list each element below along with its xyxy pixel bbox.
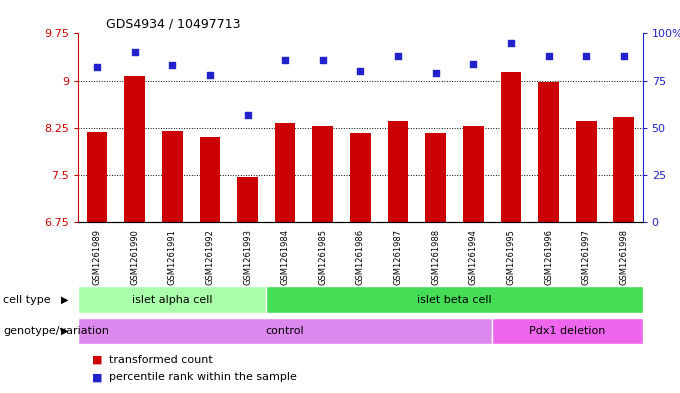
Text: GSM1261990: GSM1261990 [130,230,139,285]
Text: GSM1261992: GSM1261992 [205,230,214,285]
Point [618,53,629,59]
Text: transformed count: transformed count [109,354,213,365]
Text: GSM1261985: GSM1261985 [318,230,327,285]
Text: control: control [266,326,305,336]
Bar [78,286,267,313]
Point [505,40,516,46]
Bar [613,117,634,222]
Point [392,53,403,59]
Bar [237,177,258,222]
Bar [500,72,522,222]
Text: GSM1261991: GSM1261991 [168,230,177,285]
Bar [78,318,492,344]
Text: islet beta cell: islet beta cell [417,295,492,305]
Bar [538,82,559,222]
Point [543,53,554,59]
Text: GSM1261988: GSM1261988 [431,230,440,285]
Text: genotype/variation: genotype/variation [3,326,109,336]
Point [92,64,103,70]
Text: GSM1261989: GSM1261989 [92,230,101,285]
Bar [492,318,643,344]
Point [167,62,177,69]
Text: GDS4934 / 10497713: GDS4934 / 10497713 [106,18,241,31]
Text: GSM1261998: GSM1261998 [619,230,628,285]
Text: ■: ■ [92,354,102,365]
Bar [86,132,107,222]
Bar [267,286,643,313]
Bar [463,126,483,222]
Text: GSM1261996: GSM1261996 [544,230,553,285]
Text: percentile rank within the sample: percentile rank within the sample [109,372,296,382]
Text: GSM1261993: GSM1261993 [243,230,252,285]
Bar [199,137,220,222]
Point [468,61,479,67]
Text: GSM1261987: GSM1261987 [394,230,403,285]
Point [430,70,441,76]
Text: islet alpha cell: islet alpha cell [132,295,213,305]
Point [279,57,290,63]
Text: ■: ■ [92,372,102,382]
Bar [388,121,409,222]
Bar [350,133,371,222]
Text: GSM1261997: GSM1261997 [581,230,591,285]
Bar [275,123,296,222]
Point [581,53,592,59]
Point [205,72,216,78]
Point [318,57,328,63]
Text: cell type: cell type [3,295,51,305]
Point [242,111,253,118]
Text: GSM1261984: GSM1261984 [281,230,290,285]
Bar [576,121,596,222]
Text: ▶: ▶ [61,295,68,305]
Bar [162,132,183,222]
Text: Pdx1 deletion: Pdx1 deletion [529,326,605,336]
Text: GSM1261994: GSM1261994 [469,230,478,285]
Bar [425,133,446,222]
Text: GSM1261995: GSM1261995 [507,230,515,285]
Bar [312,126,333,222]
Point [129,49,140,55]
Text: GSM1261986: GSM1261986 [356,230,365,285]
Bar [124,76,145,222]
Point [355,68,366,74]
Text: ▶: ▶ [61,326,68,336]
